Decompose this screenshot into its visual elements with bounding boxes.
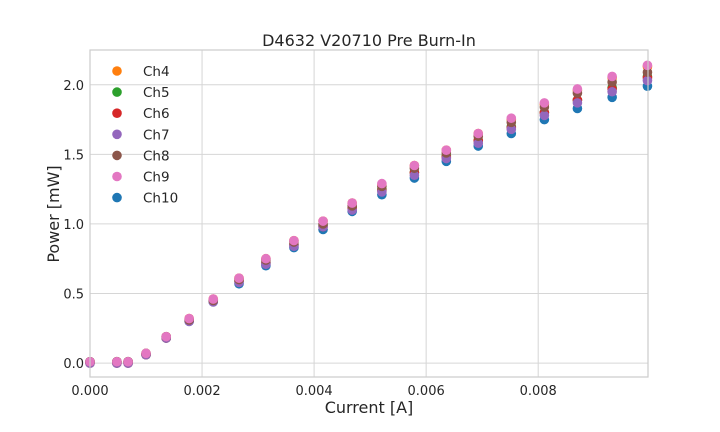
legend: Ch4 Ch5 Ch6 Ch7 Ch8 Ch9 Ch10: [112, 64, 178, 207]
point-ch9: [112, 356, 122, 367]
y-tick-label: 0.5: [63, 288, 84, 303]
point-ch9: [141, 348, 151, 359]
legend-marker-ch10: [112, 192, 122, 203]
y-axis-label: Power [mW]: [44, 165, 63, 262]
point-ch9: [123, 356, 133, 367]
legend-label-ch8: Ch8: [143, 148, 170, 164]
data-points: [85, 60, 653, 368]
point-ch7: [539, 110, 550, 121]
point-ch9: [441, 145, 452, 155]
point-ch9: [289, 235, 299, 246]
legend-label-ch5: Ch5: [143, 85, 170, 101]
point-ch7: [572, 98, 583, 108]
point-ch7: [473, 138, 484, 149]
point-ch9: [506, 113, 517, 123]
point-ch7: [409, 170, 420, 181]
x-axis-label: Current [A]: [325, 398, 414, 417]
point-ch7: [607, 86, 617, 97]
legend-marker-ch6: [112, 108, 122, 118]
tick-labels: 0.000 0.002 0.004 0.006 0.008 0.0 0.5 1.0 1.5 2.0: [63, 79, 556, 399]
grid: [89, 50, 648, 377]
y-tick-label: 0.0: [63, 357, 84, 372]
point-ch9: [607, 71, 617, 82]
x-tick-label: 0.006: [408, 384, 445, 399]
point-ch9: [318, 216, 328, 226]
legend-label-ch9: Ch9: [143, 170, 170, 186]
x-tick-label: 0.000: [71, 384, 108, 399]
legend-marker-ch8: [112, 150, 122, 161]
legend-marker-ch5: [112, 87, 122, 97]
legend-label-ch10: Ch10: [143, 191, 178, 207]
y-tick-label: 1.0: [63, 218, 84, 233]
legend-label-ch4: Ch4: [143, 64, 170, 80]
x-tick-label: 0.002: [183, 384, 220, 399]
point-ch9: [208, 294, 219, 304]
legend-marker-ch7: [112, 129, 122, 140]
point-ch9: [161, 331, 171, 342]
legend-marker-ch4: [112, 66, 122, 76]
point-ch9: [184, 313, 194, 324]
legend-marker-ch9: [112, 171, 122, 182]
y-tick-label: 2.0: [63, 79, 84, 94]
x-tick-label: 0.008: [520, 384, 557, 399]
x-tick-label: 0.004: [295, 384, 332, 399]
point-ch7: [506, 124, 517, 135]
point-ch9: [261, 253, 271, 264]
point-ch9: [347, 198, 357, 208]
y-tick-label: 1.5: [63, 148, 84, 163]
axes-frame: [89, 49, 649, 378]
point-ch9: [409, 160, 420, 171]
legend-label-ch6: Ch6: [143, 106, 170, 122]
point-ch9: [539, 98, 550, 108]
point-ch9: [234, 273, 244, 284]
point-ch9: [572, 84, 583, 94]
legend-label-ch7: Ch7: [143, 127, 170, 143]
point-ch9: [377, 178, 387, 189]
chart-title: D4632 V20710 Pre Burn-In: [262, 31, 476, 50]
point-ch9: [473, 128, 484, 139]
